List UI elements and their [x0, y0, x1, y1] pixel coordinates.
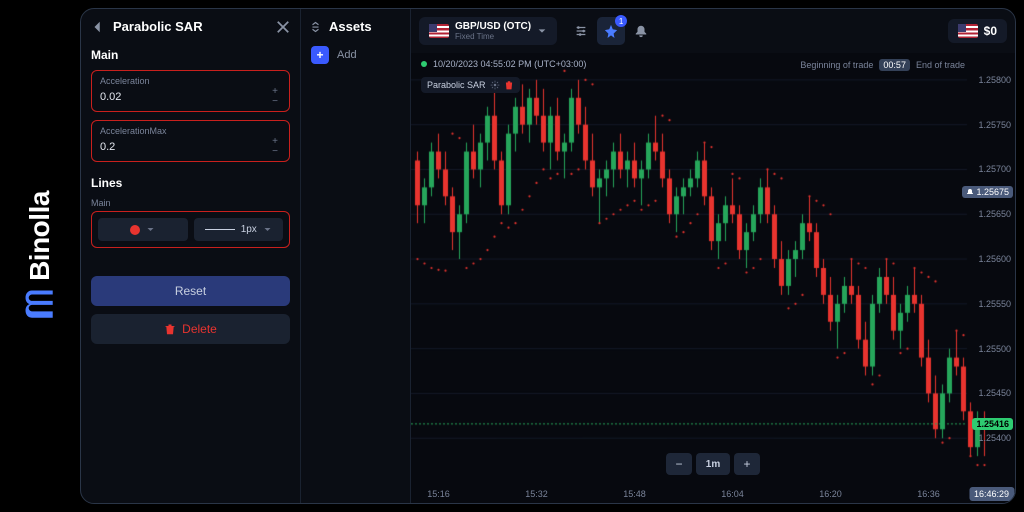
- zoom-control: − 1m +: [666, 453, 760, 475]
- tool-settings-icon[interactable]: [567, 17, 595, 45]
- back-icon[interactable]: [91, 20, 105, 34]
- tool-alert-icon[interactable]: [627, 17, 655, 45]
- zoom-out-button[interactable]: −: [666, 453, 692, 475]
- assets-title: Assets: [329, 19, 372, 34]
- accel-label: Acceleration: [100, 76, 281, 86]
- accel-value: 0.02: [100, 91, 121, 103]
- brand-sidebar: Binolla: [0, 0, 80, 512]
- indicator-tag: Parabolic SAR: [421, 77, 520, 93]
- indicator-badge: 1: [615, 15, 627, 27]
- accelmax-field[interactable]: AccelerationMax 0.2 + −: [91, 120, 290, 162]
- trash-icon: [164, 323, 176, 335]
- section-main: Main: [91, 48, 290, 62]
- brand-text: Binolla: [24, 191, 56, 281]
- accel-field[interactable]: Acceleration 0.02 + −: [91, 70, 290, 112]
- balance-value: $0: [984, 24, 997, 38]
- settings-panel: Parabolic SAR Main Acceleration 0.02 + −…: [81, 9, 301, 503]
- brand-logo-icon: [24, 289, 56, 321]
- delete-label: Delete: [182, 322, 217, 336]
- trash-icon[interactable]: [504, 80, 514, 90]
- add-label: Add: [337, 49, 357, 61]
- chart-body[interactable]: 10/20/2023 04:55:02 PM (UTC+03:00) Parab…: [411, 53, 1015, 503]
- close-icon[interactable]: [276, 20, 290, 34]
- pair-name: GBP/USD (OTC): [455, 21, 531, 32]
- chevron-down-icon: [263, 225, 272, 234]
- flag-icon: [429, 24, 449, 38]
- add-asset-button[interactable]: + Add: [311, 46, 400, 64]
- flag-icon: [958, 24, 978, 38]
- pair-sub: Fixed Time: [455, 32, 531, 41]
- zoom-in-button[interactable]: +: [734, 453, 760, 475]
- line-width-select[interactable]: 1px: [194, 218, 284, 241]
- line-config: 1px: [91, 211, 290, 248]
- line-color-select[interactable]: [98, 218, 188, 241]
- end-trade-label: End of trade: [916, 60, 965, 70]
- line-label: Main: [91, 198, 290, 208]
- chevron-down-icon: [537, 26, 547, 36]
- accelmax-step-down[interactable]: −: [269, 148, 281, 156]
- chevron-down-icon: [146, 225, 155, 234]
- line-preview: [205, 229, 235, 230]
- assets-panel: Assets + Add: [301, 9, 411, 503]
- gear-icon[interactable]: [490, 80, 500, 90]
- timeframe-button[interactable]: 1m: [696, 453, 730, 475]
- balance-display[interactable]: $0: [948, 19, 1007, 43]
- accel-step-up[interactable]: +: [269, 88, 281, 96]
- tool-indicator-icon[interactable]: 1: [597, 17, 625, 45]
- assets-icon: [311, 21, 323, 33]
- accelmax-step-up[interactable]: +: [269, 138, 281, 146]
- accelmax-value: 0.2: [100, 141, 115, 153]
- begin-trade-label: Beginning of trade: [800, 60, 873, 70]
- chart-timestamp: 10/20/2023 04:55:02 PM (UTC+03:00): [433, 59, 586, 69]
- accel-step-down[interactable]: −: [269, 98, 281, 106]
- indicator-name: Parabolic SAR: [427, 80, 486, 90]
- section-lines: Lines: [91, 176, 290, 190]
- pair-selector[interactable]: GBP/USD (OTC) Fixed Time: [419, 17, 557, 45]
- x-axis: 15:1615:3215:4816:0416:2016:3616:5217:08…: [411, 483, 1015, 503]
- delete-button[interactable]: Delete: [91, 314, 290, 344]
- chart-area: GBP/USD (OTC) Fixed Time 1 $0: [411, 9, 1015, 503]
- reset-button[interactable]: Reset: [91, 276, 290, 306]
- countdown: 00:57: [879, 59, 910, 71]
- line-color-dot: [130, 225, 140, 235]
- line-width-label: 1px: [241, 224, 257, 235]
- accelmax-label: AccelerationMax: [100, 126, 281, 136]
- chart-canvas: [411, 53, 1015, 503]
- y-axis: 1.258001.257501.257001.256501.256001.255…: [967, 53, 1015, 483]
- settings-title: Parabolic SAR: [113, 19, 268, 34]
- live-dot-icon: [421, 61, 427, 67]
- topbar: GBP/USD (OTC) Fixed Time 1 $0: [411, 9, 1015, 53]
- plus-icon: +: [311, 46, 329, 64]
